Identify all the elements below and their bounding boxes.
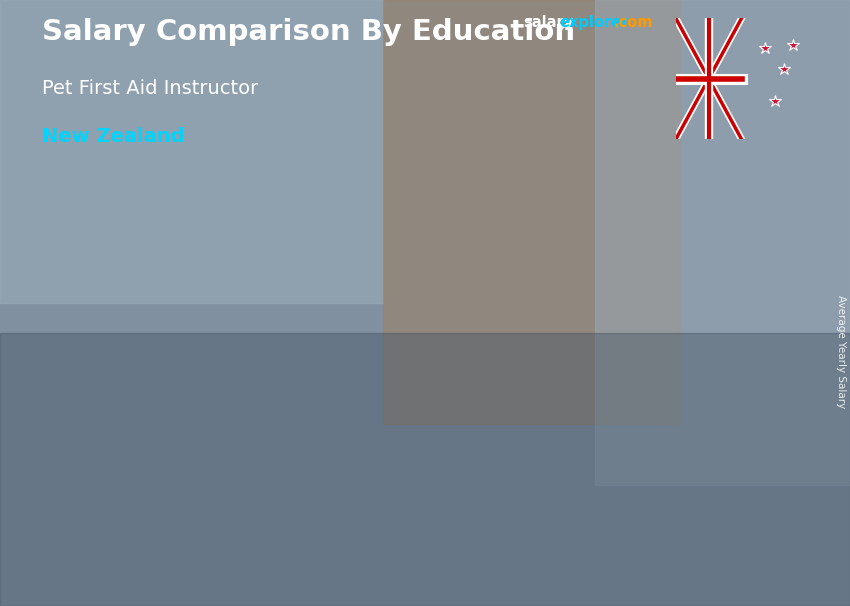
Bar xyxy=(619,231,696,533)
Text: 41,000 NZD: 41,000 NZD xyxy=(60,376,156,391)
Bar xyxy=(137,399,214,402)
Text: .com: .com xyxy=(614,15,653,30)
Bar xyxy=(378,336,387,533)
Bar xyxy=(205,399,214,533)
Bar xyxy=(137,399,214,533)
Bar xyxy=(378,336,455,533)
Bar xyxy=(137,399,146,533)
Text: Pet First Aid Instructor: Pet First Aid Instructor xyxy=(42,79,258,98)
Bar xyxy=(595,0,850,485)
Text: New Zealand: New Zealand xyxy=(42,127,185,146)
Text: explorer: explorer xyxy=(559,15,629,30)
Bar xyxy=(0,0,382,303)
Text: 60,300 NZD: 60,300 NZD xyxy=(356,313,452,328)
Bar xyxy=(0,333,850,606)
Bar xyxy=(382,0,680,424)
Text: Salary Comparison By Education: Salary Comparison By Education xyxy=(42,18,575,46)
Bar xyxy=(446,336,455,533)
Text: +53%: +53% xyxy=(462,157,539,181)
Bar xyxy=(378,336,455,340)
Bar xyxy=(619,231,628,533)
Bar xyxy=(619,231,696,236)
Bar xyxy=(687,231,696,533)
Text: salary: salary xyxy=(523,15,573,30)
Text: 92,600 NZD: 92,600 NZD xyxy=(621,208,718,222)
Text: +47%: +47% xyxy=(205,286,280,310)
Text: Average Yearly Salary: Average Yearly Salary xyxy=(836,295,846,408)
